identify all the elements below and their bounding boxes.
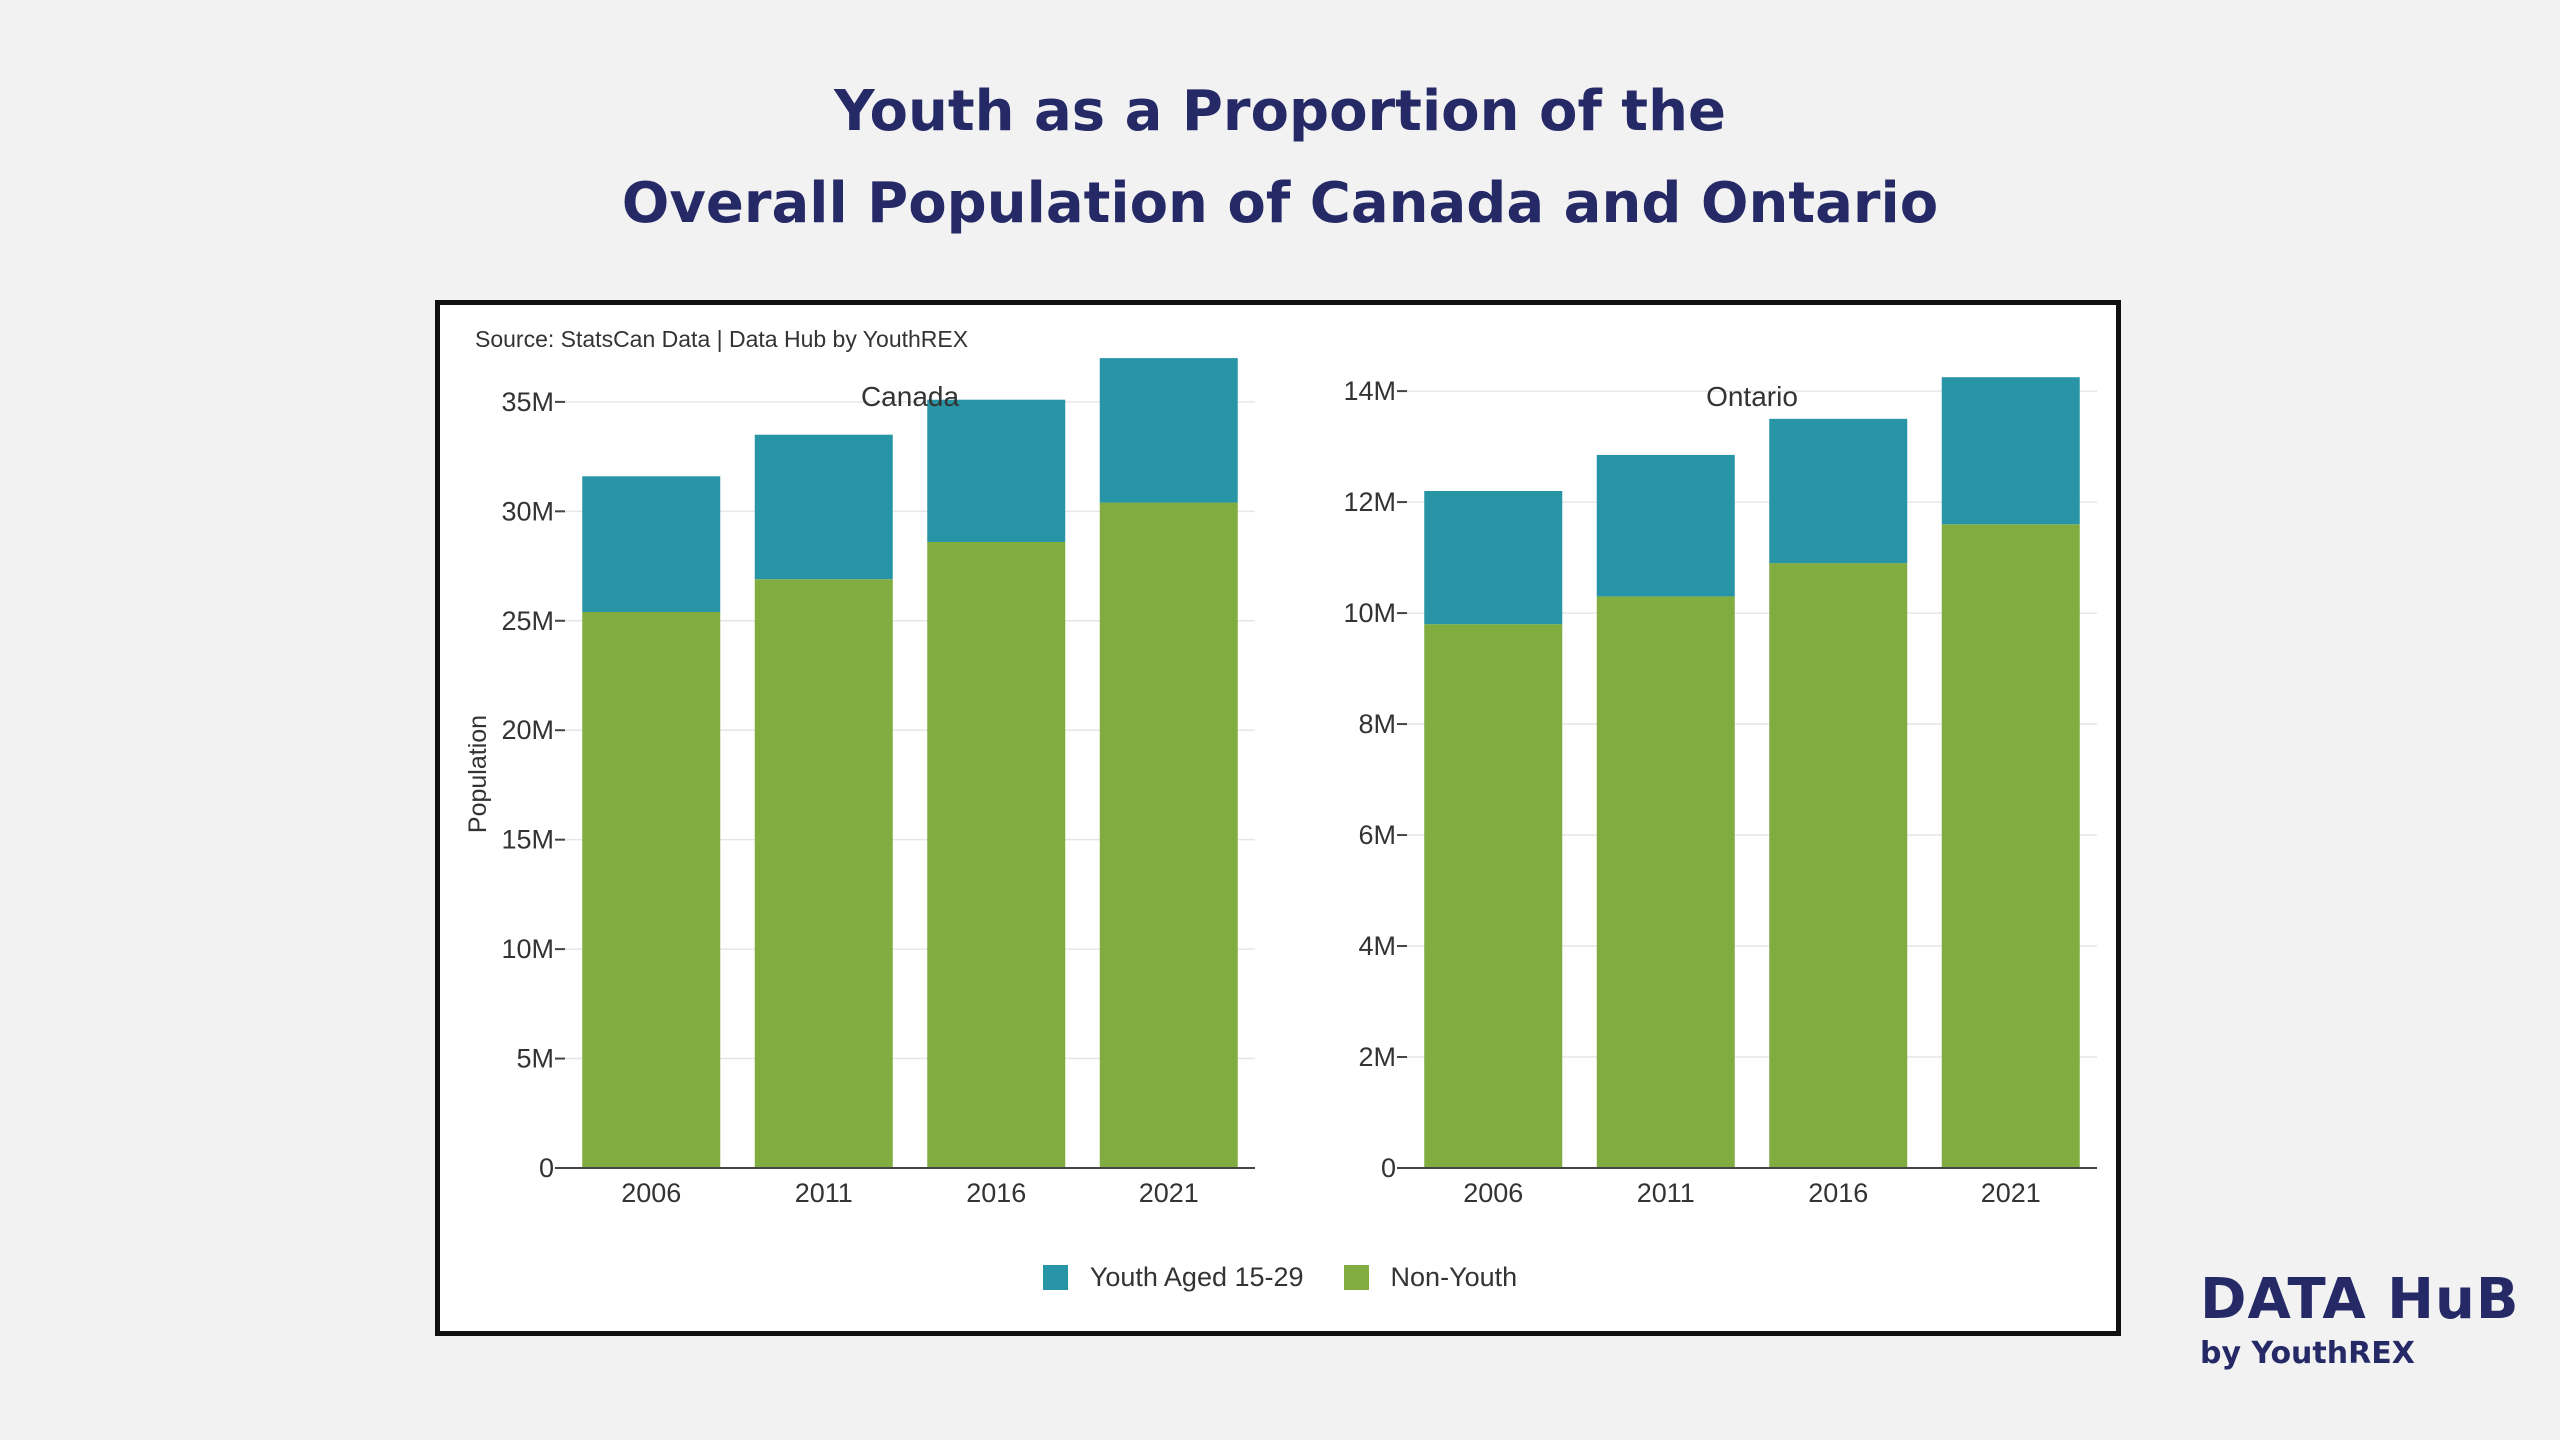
- legend-label-youth: Youth Aged 15-29: [1089, 1262, 1304, 1292]
- ontario-bar-youth-2006[interactable]: [1424, 490, 1563, 625]
- ontario-x-tick-label: 2006: [1463, 1178, 1523, 1208]
- canada-bar-nonyouth-2021[interactable]: [1099, 502, 1238, 1169]
- canada-y-tick-label: 15M: [501, 825, 554, 855]
- canada-y-axis-label: Population: [464, 715, 492, 833]
- legend-swatch-youth: [1042, 1265, 1068, 1290]
- ontario-y-tick-label: 0: [1381, 1153, 1396, 1183]
- ontario-y-tick-label: 6M: [1358, 820, 1396, 850]
- ontario-bar-youth-2021[interactable]: [1941, 377, 2080, 525]
- chart-title: Youth as a Proportion of the Overall Pop…: [0, 66, 2560, 250]
- ontario-bar-nonyouth-2016[interactable]: [1769, 563, 1908, 1168]
- chart-title-line-1: Youth as a Proportion of the: [834, 79, 1726, 144]
- canada-x-tick-label: 2016: [966, 1178, 1026, 1208]
- brand-name: DATA HuB: [2200, 1267, 2520, 1332]
- canada-y-tick-label: 0: [539, 1153, 554, 1183]
- legend: Youth Aged 15-29 Non-Youth: [0, 1262, 2560, 1293]
- ontario-bar-youth-2011[interactable]: [1596, 454, 1735, 597]
- canada-y-tick-label: 20M: [501, 715, 554, 745]
- canada-y-tick-label: 35M: [501, 387, 554, 417]
- canada-bar-youth-2021[interactable]: [1099, 358, 1238, 503]
- ontario-y-tick-label: 12M: [1343, 487, 1396, 517]
- ontario-x-tick-label: 2011: [1637, 1178, 1695, 1208]
- legend-item-nonyouth[interactable]: Non-Youth: [1343, 1262, 1518, 1293]
- canada-x-tick-label: 2021: [1139, 1178, 1199, 1208]
- canada-bar-nonyouth-2016[interactable]: [927, 541, 1066, 1168]
- ontario-bar-nonyouth-2006[interactable]: [1424, 624, 1563, 1168]
- legend-item-youth[interactable]: Youth Aged 15-29: [1042, 1262, 1304, 1293]
- ontario-panel-title: Ontario: [1706, 381, 1798, 412]
- ontario-bar-youth-2016[interactable]: [1769, 418, 1908, 564]
- canada-x-tick-label: 2006: [621, 1178, 681, 1208]
- legend-label-nonyouth: Non-Youth: [1390, 1262, 1518, 1292]
- canada-y-tick-label: 10M: [501, 934, 554, 964]
- ontario-y-tick-label: 4M: [1358, 931, 1396, 961]
- canada-bar-youth-2006[interactable]: [582, 476, 721, 613]
- canada-bar-youth-2016[interactable]: [927, 399, 1066, 542]
- canada-bar-nonyouth-2011[interactable]: [754, 579, 893, 1168]
- canada-y-tick-label: 5M: [516, 1044, 554, 1074]
- ontario-x-tick-label: 2016: [1808, 1178, 1868, 1208]
- canada-bar-youth-2011[interactable]: [754, 434, 893, 580]
- ontario-bar-nonyouth-2011[interactable]: [1596, 596, 1735, 1168]
- ontario-bar-nonyouth-2021[interactable]: [1941, 524, 2080, 1168]
- ontario-x-tick-label: 2021: [1981, 1178, 2041, 1208]
- canada-bar-nonyouth-2006[interactable]: [582, 612, 721, 1168]
- canada-panel-title: Canada: [861, 381, 960, 412]
- ontario-y-tick-label: 14M: [1343, 376, 1396, 406]
- source-note: Source: StatsCan Data | Data Hub by Yout…: [475, 326, 969, 352]
- canada-x-tick-label: 2011: [795, 1178, 853, 1208]
- brand-logo: DATA HuB by YouthREX: [2200, 1268, 2520, 1374]
- canada-y-tick-label: 25M: [501, 606, 554, 636]
- chart-title-line-2: Overall Population of Canada and Ontario: [621, 171, 1939, 236]
- ontario-y-tick-label: 8M: [1358, 709, 1396, 739]
- ontario-y-tick-label: 10M: [1343, 598, 1396, 628]
- legend-swatch-nonyouth: [1343, 1265, 1369, 1290]
- ontario-y-tick-label: 2M: [1358, 1042, 1396, 1072]
- brand-subtitle: by YouthREX: [2200, 1336, 2415, 1371]
- canada-y-tick-label: 30M: [501, 496, 554, 526]
